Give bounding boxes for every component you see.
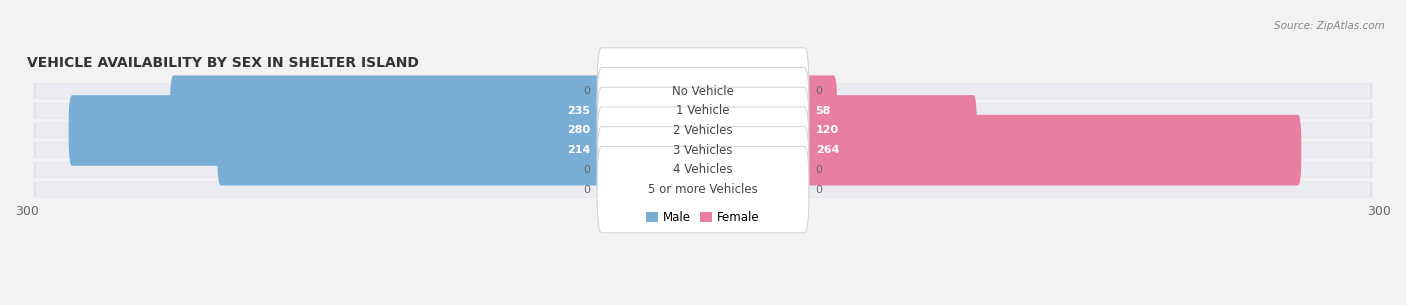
Text: 5 or more Vehicles: 5 or more Vehicles: [648, 183, 758, 196]
FancyBboxPatch shape: [37, 84, 1369, 98]
FancyBboxPatch shape: [37, 182, 1369, 197]
Text: 4 Vehicles: 4 Vehicles: [673, 163, 733, 176]
FancyBboxPatch shape: [34, 142, 1372, 158]
FancyBboxPatch shape: [598, 107, 808, 193]
FancyBboxPatch shape: [37, 103, 1369, 118]
FancyBboxPatch shape: [659, 56, 706, 126]
Text: 0: 0: [815, 86, 823, 96]
FancyBboxPatch shape: [37, 163, 1369, 177]
FancyBboxPatch shape: [598, 67, 808, 154]
Text: No Vehicle: No Vehicle: [672, 84, 734, 98]
FancyBboxPatch shape: [34, 103, 1372, 119]
Text: 58: 58: [815, 106, 831, 116]
FancyBboxPatch shape: [700, 154, 747, 225]
Text: 2 Vehicles: 2 Vehicles: [673, 124, 733, 137]
Text: 0: 0: [815, 165, 823, 175]
FancyBboxPatch shape: [659, 135, 706, 205]
Legend: Male, Female: Male, Female: [641, 206, 765, 229]
FancyBboxPatch shape: [34, 182, 1372, 197]
FancyBboxPatch shape: [598, 146, 808, 233]
FancyBboxPatch shape: [34, 162, 1372, 178]
FancyBboxPatch shape: [700, 115, 1302, 185]
FancyBboxPatch shape: [700, 56, 747, 126]
Text: 0: 0: [583, 185, 591, 195]
FancyBboxPatch shape: [700, 75, 837, 146]
FancyBboxPatch shape: [598, 48, 808, 134]
Text: 264: 264: [815, 145, 839, 155]
FancyBboxPatch shape: [218, 115, 706, 185]
Text: 1 Vehicle: 1 Vehicle: [676, 104, 730, 117]
FancyBboxPatch shape: [37, 123, 1369, 138]
Text: 0: 0: [815, 185, 823, 195]
Text: 3 Vehicles: 3 Vehicles: [673, 144, 733, 157]
Text: VEHICLE AVAILABILITY BY SEX IN SHELTER ISLAND: VEHICLE AVAILABILITY BY SEX IN SHELTER I…: [27, 56, 419, 70]
Text: 0: 0: [583, 86, 591, 96]
FancyBboxPatch shape: [700, 135, 747, 205]
FancyBboxPatch shape: [34, 83, 1372, 99]
FancyBboxPatch shape: [34, 123, 1372, 138]
Text: 235: 235: [568, 106, 591, 116]
Text: Source: ZipAtlas.com: Source: ZipAtlas.com: [1274, 21, 1385, 31]
FancyBboxPatch shape: [598, 127, 808, 213]
Text: 214: 214: [567, 145, 591, 155]
FancyBboxPatch shape: [170, 75, 706, 146]
Text: 0: 0: [583, 165, 591, 175]
FancyBboxPatch shape: [659, 154, 706, 225]
FancyBboxPatch shape: [69, 95, 706, 166]
FancyBboxPatch shape: [700, 95, 977, 166]
Text: 280: 280: [567, 125, 591, 135]
FancyBboxPatch shape: [598, 87, 808, 174]
Text: 120: 120: [815, 125, 839, 135]
FancyBboxPatch shape: [37, 143, 1369, 157]
